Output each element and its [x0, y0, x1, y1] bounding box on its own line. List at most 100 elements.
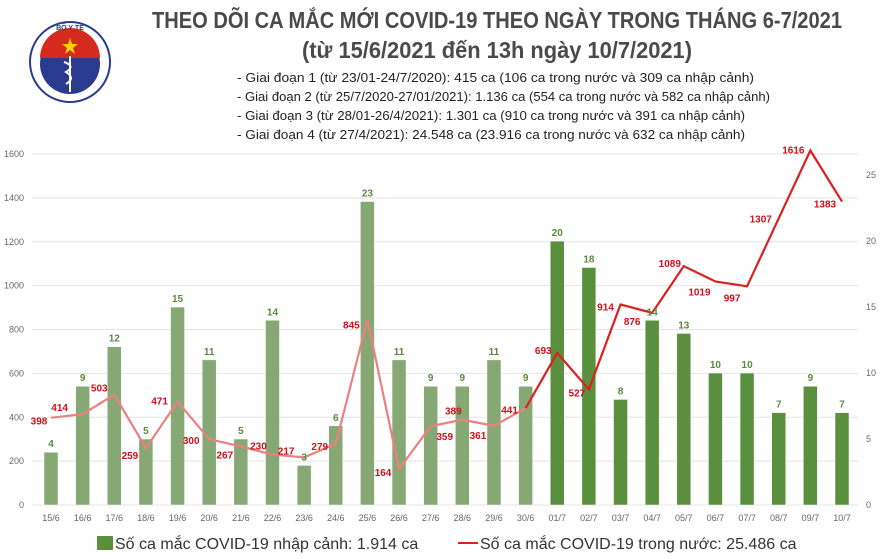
line-label: 164 [375, 468, 392, 479]
right-tick-label: 15 [866, 302, 876, 312]
line-label: 259 [122, 451, 139, 462]
bar-label: 9 [808, 373, 814, 384]
bar-label: 4 [48, 439, 54, 450]
line-label: 471 [151, 397, 168, 408]
bar-label: 11 [204, 347, 215, 358]
bar-label: 15 [172, 294, 184, 305]
bar-imported-19/6 [170, 306, 185, 506]
bar-imported-16/6 [75, 385, 90, 506]
line-label: 230 [250, 442, 267, 453]
line-label: 527 [569, 388, 586, 399]
x-tick-label: 06/7 [707, 513, 725, 523]
x-tick-label: 17/6 [106, 513, 124, 523]
bar-imported-09/7 [803, 385, 818, 506]
line-domestic-june [50, 319, 527, 472]
legend-swatch-imported [97, 536, 113, 550]
x-tick-label: 01/7 [548, 513, 566, 523]
bar-label: 18 [583, 254, 595, 265]
x-tick-label: 30/6 [517, 513, 535, 523]
line-label: 693 [535, 346, 552, 357]
x-tick-label: 10/7 [833, 513, 851, 523]
line-label: 1383 [814, 200, 837, 211]
logo: BỘ Y TẾ [29, 21, 111, 103]
bar-imported-24/6 [328, 425, 344, 506]
left-tick-label: 1000 [4, 281, 24, 291]
x-tick-label: 07/7 [738, 513, 756, 523]
x-tick-label: 19/6 [169, 513, 187, 523]
left-tick-label: 800 [9, 325, 24, 335]
bar-imported-29/6 [486, 359, 502, 506]
x-tick-label: 05/7 [675, 513, 693, 523]
bar-imported-04/7 [644, 320, 660, 506]
x-tick-label: 09/7 [802, 513, 820, 523]
x-tick-label: 27/6 [422, 513, 440, 523]
line-label: 1089 [659, 259, 682, 270]
bar-imported-21/6 [233, 438, 249, 506]
note-phase-2: - Giai đoạn 2 (từ 25/7/2020-27/01/2021):… [237, 89, 770, 104]
note-phase-3: - Giai đoạn 3 (từ 28/01-26/4/2021): 1.30… [237, 108, 745, 123]
x-tick-label: 02/7 [580, 513, 598, 523]
left-tick-label: 600 [9, 368, 24, 378]
bar-imported-23/6 [296, 465, 312, 506]
line-domestic-july [524, 148, 843, 409]
bar-label: 13 [678, 320, 690, 331]
x-tick-label: 03/7 [612, 513, 630, 523]
x-tick-label: 29/6 [485, 513, 503, 523]
bar-label: 6 [333, 413, 339, 424]
bar-label: 11 [489, 347, 500, 358]
line-label: 1616 [782, 145, 805, 156]
line-label: 914 [597, 302, 614, 313]
bar-imported-28/6 [455, 385, 470, 506]
bar-label: 3 [301, 452, 307, 463]
line-label: 389 [445, 407, 462, 418]
bars [43, 201, 850, 506]
x-tick-label: 15/6 [42, 513, 60, 523]
x-tick-label: 08/7 [770, 513, 788, 523]
bar-label: 11 [394, 347, 405, 358]
x-tick-label: 26/6 [390, 513, 408, 523]
bar-label: 12 [109, 334, 121, 345]
x-tick-label: 24/6 [327, 513, 345, 523]
bar-imported-27/6 [423, 385, 438, 506]
bar-label: 9 [523, 373, 529, 384]
bar-label: 9 [460, 373, 466, 384]
line-label: 300 [183, 436, 200, 447]
x-tick-label: 25/6 [359, 513, 377, 523]
bar-label: 7 [839, 400, 845, 411]
line-label: 1019 [688, 287, 711, 298]
x-tick-label: 23/6 [295, 513, 313, 523]
line-series [50, 148, 843, 472]
bar-label: 5 [143, 426, 149, 437]
left-tick-label: 0 [19, 500, 24, 510]
x-tick-label: 18/6 [137, 513, 155, 523]
bar-imported-05/7 [676, 333, 692, 506]
line-label: 279 [311, 442, 328, 453]
left-tick-label: 200 [9, 456, 24, 466]
bar-label: 10 [742, 360, 754, 371]
right-tick-label: 25 [866, 170, 876, 180]
left-tick-label: 400 [9, 412, 24, 422]
line-label: 1307 [750, 214, 773, 225]
x-tick-label: 22/6 [264, 513, 282, 523]
chart-subtitle: (từ 15/6/2021 đến 13h ngày 10/7/2021) [302, 37, 692, 63]
right-tick-label: 20 [866, 236, 876, 246]
bar-label: 14 [647, 307, 659, 318]
line-label: 398 [31, 417, 48, 428]
line-label: 267 [216, 450, 233, 461]
bar-imported-01/7 [549, 240, 565, 506]
x-tick-label: 20/6 [200, 513, 218, 523]
bar-label: 14 [267, 307, 279, 318]
right-tick-label: 10 [866, 368, 876, 378]
line-label: 441 [501, 405, 518, 416]
left-tick-label: 1400 [4, 193, 24, 203]
chart-title: THEO DÕI CA MẮC MỚI COVID-19 THEO NGÀY T… [152, 6, 842, 33]
bar-label: 10 [710, 360, 722, 371]
note-phase-4: - Giai đoạn 4 (từ 27/4/2021): 24.548 ca … [237, 127, 745, 142]
x-tick-label: 21/6 [232, 513, 250, 523]
x-tick-label: 16/6 [74, 513, 92, 523]
right-tick-label: 0 [866, 500, 871, 510]
bar-imported-15/6 [43, 451, 59, 506]
right-tick-label: 5 [866, 434, 871, 444]
line-label: 361 [470, 431, 487, 442]
bar-imported-22/6 [265, 320, 280, 506]
